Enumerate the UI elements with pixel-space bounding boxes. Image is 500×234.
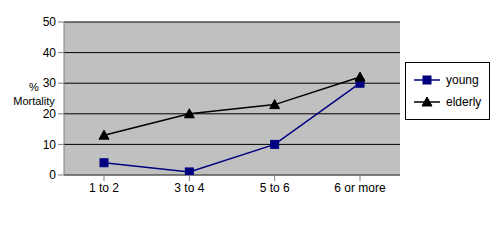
svg-text:20: 20 xyxy=(43,107,57,121)
svg-text:5 to 6: 5 to 6 xyxy=(260,181,290,195)
svg-text:3 to 4: 3 to 4 xyxy=(174,181,204,195)
html-text:Mortality: Mortality xyxy=(13,95,55,107)
html-text:young: young xyxy=(446,73,479,87)
svg-text:50: 50 xyxy=(43,15,57,29)
svg-text:40: 40 xyxy=(43,46,57,60)
svg-text:1 to 2: 1 to 2 xyxy=(89,181,119,195)
svg-text:6 or more: 6 or more xyxy=(334,181,386,195)
svg-text:10: 10 xyxy=(43,138,57,152)
svg-text:30: 30 xyxy=(43,76,57,90)
svg-text:0: 0 xyxy=(49,168,56,182)
html-text:elderly: elderly xyxy=(446,95,482,109)
